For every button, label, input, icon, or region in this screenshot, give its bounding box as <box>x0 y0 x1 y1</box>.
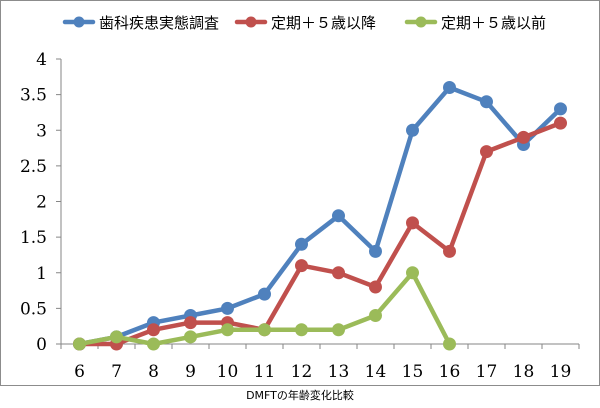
y-tick-label: 1 <box>36 264 47 284</box>
data-point <box>258 323 271 337</box>
data-point <box>295 237 308 251</box>
y-tick-label: 1.5 <box>20 228 47 248</box>
legend-marker-swatch <box>73 16 85 28</box>
data-point <box>369 280 382 294</box>
legend: 歯科疾患実態調査 定期＋５歳以降 定期＋５歳以前 <box>62 14 546 32</box>
y-tick-label: 2.5 <box>20 157 47 177</box>
y-tick-label: 0 <box>36 335 47 355</box>
data-point <box>332 209 345 223</box>
x-tick-label: 12 <box>291 362 313 382</box>
legend-label: 歯科疾患実態調査 <box>99 14 219 32</box>
series-3 <box>73 266 456 351</box>
x-axis-ticks: 6 7 8 9 10 11 12 13 14 15 16 17 18 19 <box>60 344 580 382</box>
data-point <box>184 316 197 330</box>
y-tick-label: 3.5 <box>20 86 47 106</box>
x-tick-label: 19 <box>550 362 572 382</box>
data-point <box>295 323 308 337</box>
data-point <box>184 330 197 344</box>
legend-marker-swatch <box>245 16 257 28</box>
x-tick-label: 13 <box>328 362 350 382</box>
data-point <box>147 323 160 337</box>
y-tick-label: 0.5 <box>20 299 47 319</box>
data-point <box>480 145 493 159</box>
data-point <box>480 95 493 109</box>
legend-label: 定期＋５歳以前 <box>441 14 546 32</box>
series-layer <box>73 81 567 351</box>
y-axis-ticks: 0 0.5 1 1.5 2 2.5 3 3.5 4 <box>20 50 61 355</box>
data-point <box>406 216 419 230</box>
legend-item: 定期＋５歳以前 <box>404 14 546 32</box>
x-tick-label: 17 <box>476 362 498 382</box>
series-2 <box>73 116 567 351</box>
x-tick-label: 9 <box>185 362 196 382</box>
series-1 <box>73 81 567 351</box>
x-tick-label: 8 <box>148 362 159 382</box>
x-tick-label: 7 <box>111 362 122 382</box>
x-tick-label: 11 <box>254 362 276 382</box>
data-point <box>369 244 382 258</box>
data-point <box>110 330 123 344</box>
data-point <box>332 323 345 337</box>
chart-frame: 歯科疾患実態調査 定期＋５歳以降 定期＋５歳以前 0 0.5 1 1.5 2 2.5 3 3.5 4… <box>0 0 600 386</box>
data-point <box>443 244 456 258</box>
series-line <box>77 85 563 347</box>
legend-marker-swatch <box>415 16 427 28</box>
x-tick-label: 15 <box>402 362 424 382</box>
y-tick-label: 2 <box>36 193 47 213</box>
data-point <box>554 116 567 130</box>
x-tick-label: 6 <box>74 362 85 382</box>
y-tick-label: 4 <box>36 50 47 70</box>
data-point <box>332 266 345 280</box>
y-tick-label: 3 <box>36 121 47 141</box>
data-point <box>443 337 456 351</box>
legend-item: 歯科疾患実態調査 <box>62 14 219 32</box>
data-point <box>147 337 160 351</box>
x-tick-label: 14 <box>365 362 387 382</box>
data-point <box>406 123 419 137</box>
x-tick-label: 10 <box>217 362 239 382</box>
data-point <box>73 337 86 351</box>
data-point <box>258 287 271 301</box>
data-point <box>443 81 456 94</box>
data-point <box>406 266 419 280</box>
chart-caption: DMFTの年齢変化比較 <box>246 389 354 402</box>
legend-item: 定期＋５歳以降 <box>234 14 376 32</box>
x-tick-label: 16 <box>439 362 461 382</box>
data-point <box>517 130 530 144</box>
data-point <box>221 323 234 337</box>
data-point <box>221 301 234 315</box>
legend-label: 定期＋５歳以降 <box>271 14 376 32</box>
data-point <box>554 102 567 116</box>
line-chart: 歯科疾患実態調査 定期＋５歳以降 定期＋５歳以前 0 0.5 1 1.5 2 2.5 3 3.5 4… <box>20 14 580 382</box>
data-point <box>295 259 308 273</box>
data-point <box>369 309 382 322</box>
x-tick-label: 18 <box>513 362 535 382</box>
